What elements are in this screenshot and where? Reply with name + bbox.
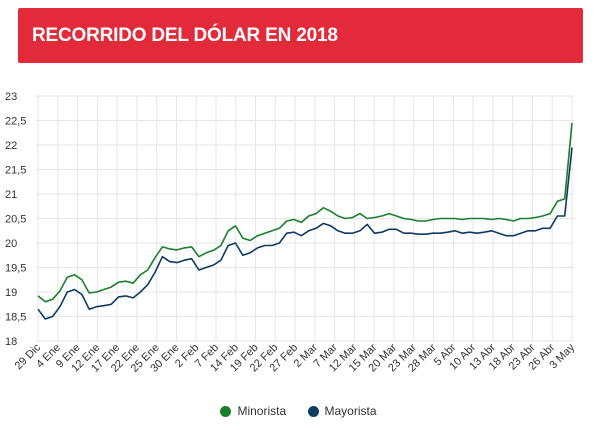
y-tick-label: 21 — [5, 189, 17, 201]
y-tick-label: 22,5 — [5, 116, 26, 128]
chart-header-banner: RECORRIDO DEL DÓLAR EN 2018 — [18, 8, 583, 63]
legend-label-mayorista: Mayorista — [324, 404, 377, 418]
legend-dot-minorista — [220, 405, 232, 417]
y-tick-label: 19,5 — [5, 263, 26, 275]
y-tick-label: 18,5 — [5, 312, 26, 324]
series-line-minorista — [37, 122, 573, 303]
chart-title: RECORRIDO DEL DÓLAR EN 2018 — [32, 25, 338, 46]
y-tick-label: 18 — [5, 336, 17, 348]
legend-item-minorista[interactable]: Minorista — [220, 404, 286, 418]
legend-item-mayorista[interactable]: Mayorista — [307, 404, 377, 418]
y-tick-label: 21,5 — [5, 165, 26, 177]
y-tick-label: 20,5 — [5, 214, 26, 226]
legend-dot-mayorista — [307, 405, 319, 417]
chart-legend: Minorista Mayorista — [0, 404, 597, 420]
y-tick-label: 19 — [5, 287, 17, 299]
y-tick-label: 20 — [5, 238, 17, 250]
legend-label-minorista: Minorista — [237, 404, 287, 418]
series-line-mayorista — [37, 147, 573, 320]
y-tick-label: 23 — [5, 91, 17, 103]
y-tick-label: 22 — [5, 140, 17, 152]
